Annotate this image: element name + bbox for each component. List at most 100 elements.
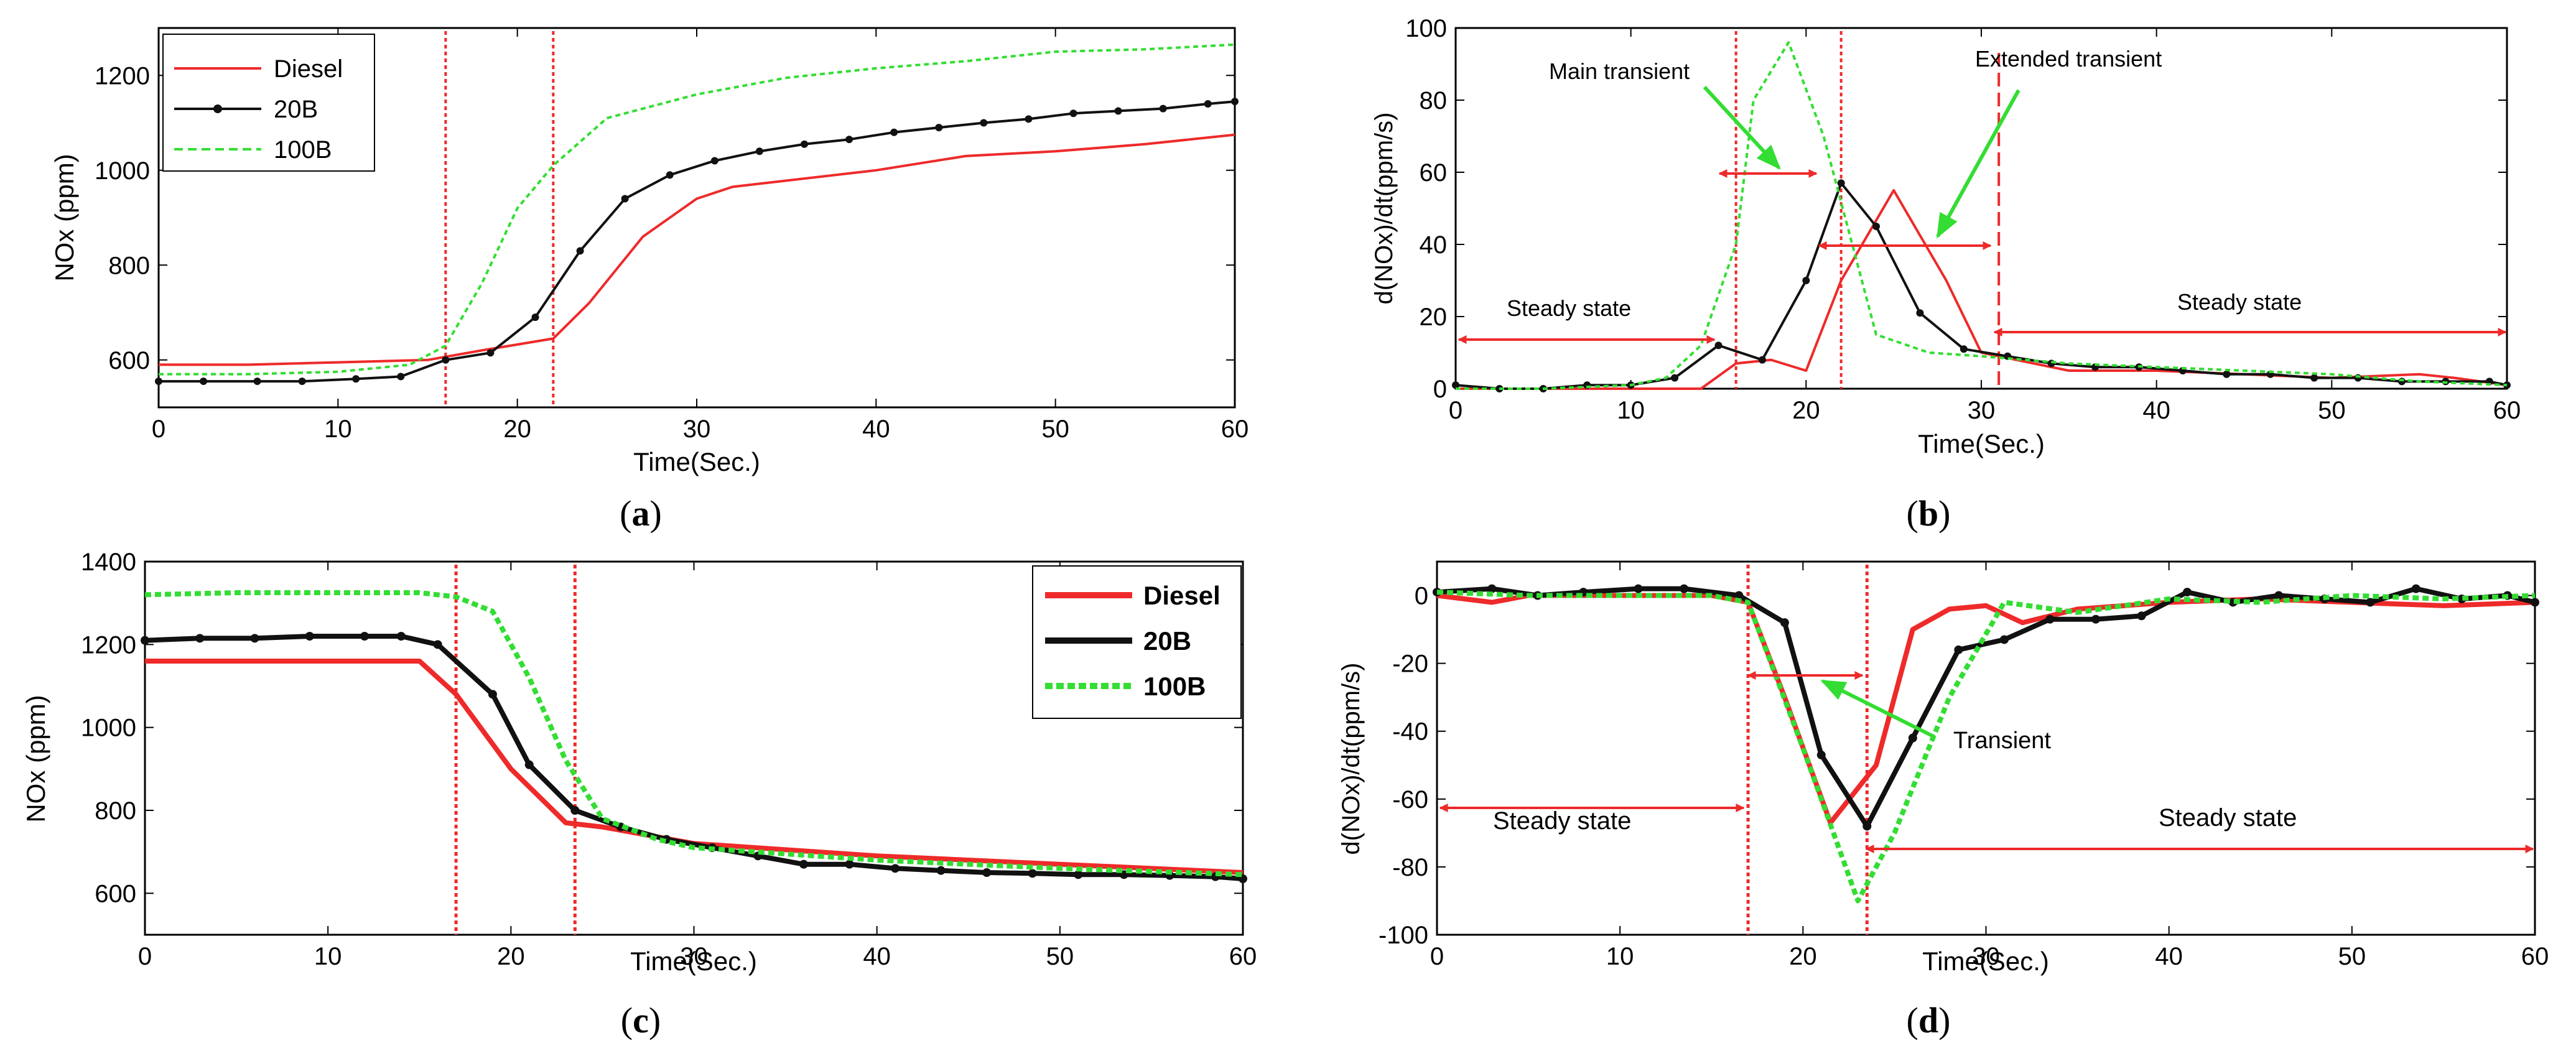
x-tick-label: 60: [1229, 943, 1257, 970]
y-ticks: 0 -20 -40 -60 -80 -100: [1379, 583, 2535, 949]
data-point-20b: [1872, 223, 1880, 230]
data-point-20b: [305, 632, 314, 641]
annotation-steady-state-left: Steady state: [1507, 295, 1631, 321]
x-tick-label: 50: [2318, 397, 2346, 424]
x-tick-label: 10: [314, 943, 342, 970]
data-point-20b: [2137, 611, 2146, 621]
data-point-20b: [891, 864, 900, 873]
x-ticks: 0 10 20 30 40 50 60: [1430, 562, 2549, 970]
y-axis-label: d(NOx)/dt(ppm/s): [1370, 113, 1398, 305]
data-point-20b: [488, 690, 497, 699]
data-point-20b: [621, 195, 629, 203]
data-point-20b: [1159, 104, 1167, 113]
legend-label-diesel: Diesel: [1143, 581, 1221, 610]
data-point-20b: [298, 378, 306, 386]
data-point-20b: [1780, 618, 1789, 628]
data-point-20b: [1999, 635, 2009, 644]
data-point-20b: [1954, 645, 1963, 654]
x-tick-label: 20: [497, 943, 525, 970]
x-tick-label: 20: [1789, 943, 1817, 970]
x-tick-label: 30: [1972, 943, 2000, 970]
data-point-20b: [433, 640, 442, 649]
x-tick-label: 40: [2155, 943, 2183, 970]
caption-a: (a): [620, 493, 662, 534]
data-point-20b: [253, 378, 261, 386]
y-tick-label: -20: [1392, 651, 1428, 678]
data-point-20b: [2274, 591, 2284, 600]
y-tick-label: 1400: [81, 549, 136, 576]
y-tick-label: 600: [108, 347, 150, 374]
annotation-main-transient: Main transient: [1549, 58, 1690, 84]
legend: Diesel 20B 100B: [162, 34, 375, 172]
x-tick-label: 60: [1221, 415, 1249, 443]
data-point-20b: [1634, 584, 1643, 593]
data-point-20b: [1069, 109, 1077, 118]
data-point-20b: [141, 636, 149, 645]
data-point-20b: [396, 632, 406, 641]
data-point-20b: [195, 634, 205, 643]
legend-label-20b: 20B: [1143, 626, 1191, 656]
transition-markers: [454, 565, 577, 935]
x-ticks: 0 10 20 30 40 50 60: [138, 562, 1257, 970]
y-ticks: 600 800 1000 1200: [95, 62, 1235, 374]
y-tick-label: 800: [95, 797, 136, 825]
y-tick-label: -60: [1392, 786, 1428, 813]
panel-d: 0 10 20 30 40 50 60 0 -20 -40 -60 -80 -100 Transien…: [1337, 560, 2549, 1040]
annotation-steady-state-right: Steady state: [2159, 804, 2297, 832]
panel-b: 0 10 20 30 40 50 60 0 20 40 60 80 100 Main transien…: [1370, 15, 2521, 534]
series-line-diesel: [159, 133, 1235, 366]
x-tick-label: 0: [138, 943, 152, 970]
series-line-100b: [1436, 590, 2536, 904]
data-point-20b: [486, 349, 495, 357]
data-point-20b: [1960, 345, 1968, 353]
x-tick-label: 50: [1041, 415, 1069, 443]
data-point-20b: [2366, 598, 2375, 607]
y-tick-label: 0: [1415, 583, 1428, 610]
extended-transient-pointer: [1936, 89, 2020, 239]
caption-letter: d: [1918, 1000, 1938, 1040]
data-point-20b: [845, 859, 854, 869]
series-layer: [155, 43, 1239, 386]
data-point-20b: [250, 634, 259, 643]
data-point-20b: [352, 375, 360, 383]
series-line-20b: [1436, 586, 2536, 829]
series-layer: [1433, 584, 2539, 904]
data-point-20b: [1802, 277, 1810, 284]
data-point-20b: [1204, 100, 1212, 108]
data-point-20b: [397, 373, 405, 381]
annotation-extended-transient: Extended transient: [1975, 46, 2162, 72]
data-point-20b: [1714, 341, 1723, 350]
annotation-steady-state-left: Steady state: [1493, 807, 1631, 835]
data-point-20b: [982, 868, 992, 877]
y-tick-label: 1200: [95, 62, 150, 90]
x-tick-label: 40: [863, 943, 891, 970]
data-point-20b: [155, 378, 162, 386]
x-tick-label: 0: [152, 415, 165, 443]
panel-c: 0 10 20 30 40 50 60 600 800 1000 1200 1400 Time(Se…: [21, 549, 1257, 1040]
y-tick-label: 1000: [81, 715, 136, 742]
data-point-20b: [2091, 614, 2100, 624]
y-tick-label: -100: [1379, 922, 1428, 949]
x-tick-label: 0: [1449, 397, 1462, 424]
transition-markers: [444, 31, 555, 407]
data-point-20b: [935, 124, 943, 132]
legend-box: [162, 34, 375, 172]
legend-label-diesel: Diesel: [274, 55, 343, 83]
data-point-20b: [1487, 584, 1497, 593]
series-line-diesel: [145, 659, 1244, 875]
x-tick-label: 60: [2521, 943, 2549, 970]
annotation-transient: Transient: [1953, 728, 2051, 754]
transition-markers: [1746, 565, 1869, 935]
y-axis-label: NOx (ppm): [21, 695, 50, 822]
y-tick-label: -40: [1392, 718, 1428, 746]
y-ticks: 600 800 1000 1200 1400: [81, 549, 1243, 907]
y-tick-label: 1000: [95, 157, 150, 185]
data-point-20b: [1680, 584, 1689, 593]
legend-label-100b: 100B: [1143, 672, 1206, 701]
x-tick-label: 40: [2142, 397, 2170, 424]
series-layer: [141, 590, 1247, 883]
annotation-steady-state-right: Steady state: [2177, 289, 2302, 315]
data-point-20b: [799, 859, 808, 869]
